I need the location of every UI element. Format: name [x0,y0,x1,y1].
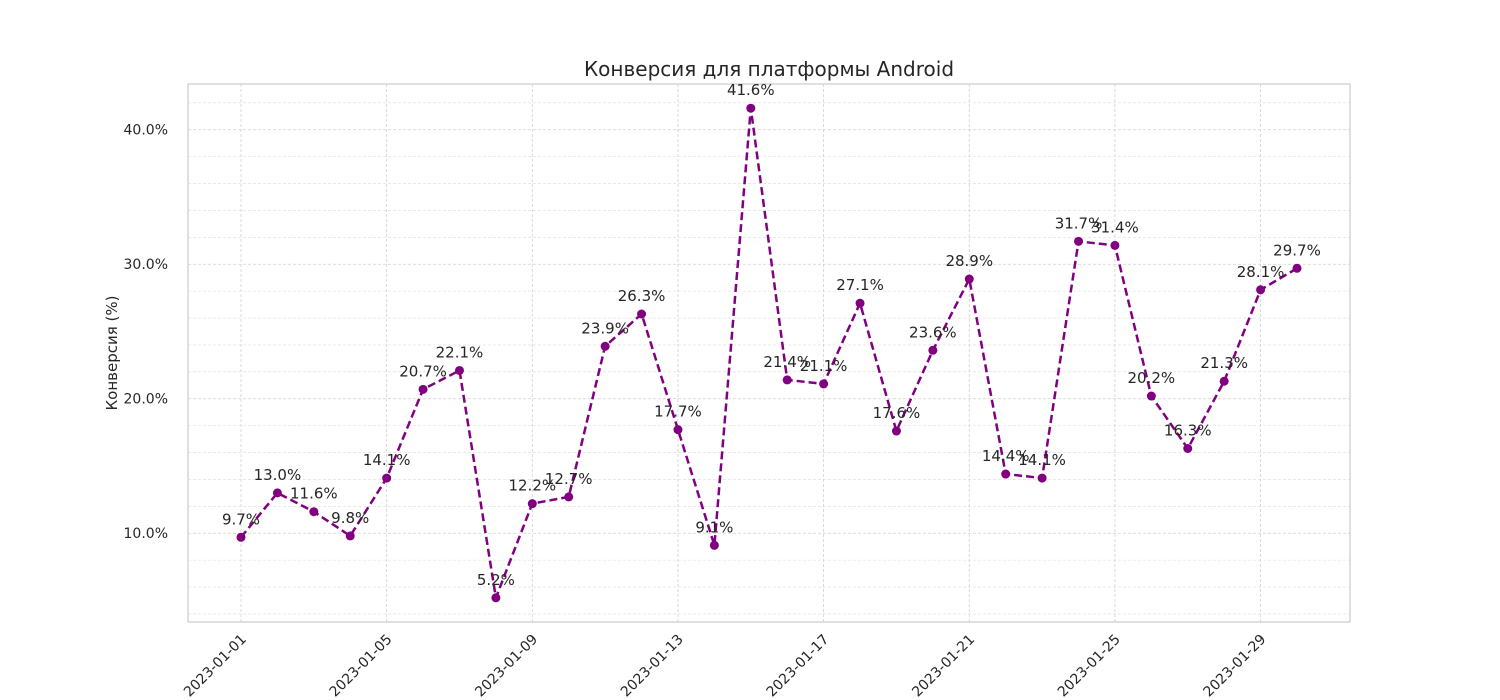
data-label: 31.4% [1091,218,1139,236]
data-point [1183,443,1193,453]
data-point [928,345,938,355]
data-label: 9.8% [331,509,369,527]
data-label: 21.3% [1200,354,1248,372]
data-label: 20.7% [399,362,447,380]
data-point [782,375,792,385]
data-point [673,425,683,435]
series-line [240,106,1298,600]
data-point [1110,240,1120,250]
data-label: 17.6% [873,404,921,422]
data-label: 29.7% [1273,241,1321,259]
data-point [418,384,428,394]
data-label: 28.1% [1237,263,1285,281]
data-point [236,532,246,542]
data-point [964,274,974,284]
data-point [454,365,464,375]
data-label: 31.7% [1055,214,1103,232]
x-tick-label: 2023-01-25 [1055,632,1124,700]
data-point [819,379,829,389]
grid [188,84,1350,622]
data-point [1146,391,1156,401]
data-label: 27.1% [836,276,884,294]
data-label: 16.3% [1164,421,1212,439]
data-point [600,341,610,351]
data-point [272,488,282,498]
series-markers [236,103,1302,603]
data-label: 5.2% [477,571,515,589]
data-point [564,492,574,502]
data-label: 14.4% [982,447,1030,465]
data-point [855,298,865,308]
data-point [527,499,537,509]
data-point [891,426,901,436]
plot-frame [187,83,1351,623]
y-tick-label: 30.0% [124,257,168,273]
x-tick-label: 2023-01-17 [764,632,833,700]
data-point [1292,263,1302,273]
chart-title: Конверсия для платформы Android [584,57,954,81]
y-tick-label: 20.0% [124,392,168,408]
x-axis-ticks: 2023-01-01 2023-01-05 2023-01-09 2023-01-13… [181,632,1269,700]
x-tick-label: 2023-01-13 [618,632,687,700]
data-label: 13.0% [254,466,302,484]
data-label: 14.1% [363,451,411,469]
data-label: 11.6% [290,485,338,503]
data-point [345,531,355,541]
y-axis-ticks: 10.0% 20.0% 30.0% 40.0% [124,123,168,542]
series-polyline [240,106,1298,600]
x-tick-label: 2023-01-05 [327,632,396,700]
data-point [382,473,392,483]
data-point [491,593,501,603]
data-labels: 9.7% 13.0%11.6% 9.8% 14.1% 20.7%22.1% 5.2% 12.… [222,81,1321,589]
data-label: 41.6% [727,81,775,99]
data-label: 21.4% [763,353,811,371]
y-tick-label: 10.0% [124,526,168,542]
data-point [1074,236,1084,246]
y-axis-label: Конверсия (%) [103,296,121,411]
data-label: 20.2% [1128,369,1176,387]
data-label: 21.1% [800,357,848,375]
data-label: 26.3% [618,287,666,305]
data-point [309,507,319,517]
data-label: 14.1% [1018,451,1066,469]
x-tick-label: 2023-01-29 [1201,632,1270,700]
x-tick-label: 2023-01-09 [472,632,541,700]
data-label: 9.1% [695,518,733,536]
data-label: 28.9% [945,252,993,270]
data-label: 22.1% [436,343,484,361]
data-label: 9.7% [222,510,260,528]
y-tick-label: 40.0% [124,123,168,139]
data-label: 12.2% [508,477,556,495]
data-label: 12.7% [545,470,593,488]
data-label: 23.9% [581,319,629,337]
data-point [1219,376,1229,386]
data-point [1256,285,1266,295]
data-point [1037,473,1047,483]
x-tick-label: 2023-01-21 [909,632,978,700]
data-point [709,540,719,550]
x-tick-label: 2023-01-01 [181,632,250,700]
data-point [746,103,756,113]
data-label: 23.6% [909,323,957,341]
data-point [1001,469,1011,479]
data-label: 17.7% [654,403,702,421]
data-point [637,309,647,319]
